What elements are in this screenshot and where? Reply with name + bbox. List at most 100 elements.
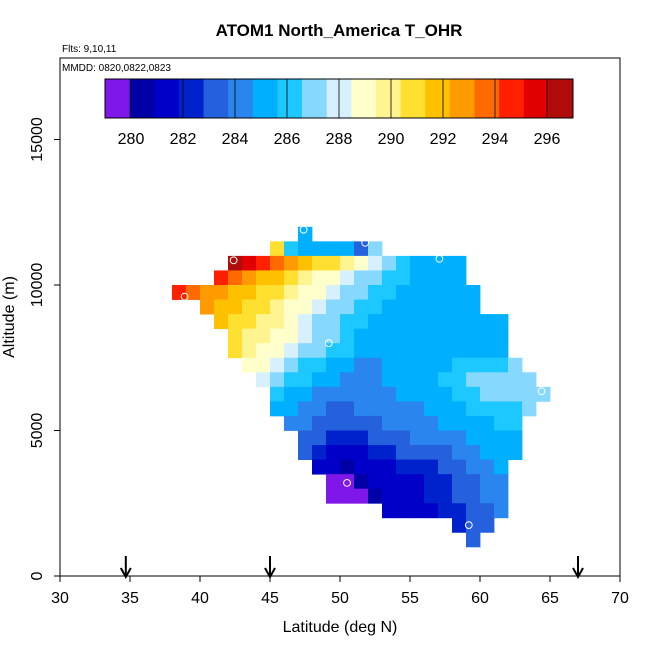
heatmap-cell [256, 255, 271, 271]
colorbar-segment [105, 79, 131, 118]
axes: 30 35 40 45 50 55 60 65 70 0 5000 10000 15000 [29, 117, 629, 607]
heatmap-cell [270, 241, 285, 257]
heatmap-cell [382, 299, 397, 315]
heatmap-cell [270, 401, 285, 417]
heatmap-cell [466, 357, 481, 373]
heatmap-cell [410, 459, 425, 475]
heatmap-cell [466, 474, 481, 490]
heatmap-cell [368, 314, 383, 330]
heatmap-cell [466, 445, 481, 460]
heatmap-cell [298, 415, 313, 431]
heatmap-cell [396, 314, 411, 330]
heatmap-cell [284, 401, 299, 417]
heatmap-cell [424, 386, 439, 402]
heatmap-cell [466, 299, 481, 315]
heatmap-cell [312, 430, 327, 446]
heatmap-cell [396, 270, 411, 286]
heatmap-cell [452, 517, 467, 533]
heatmap-cell [410, 445, 425, 460]
heatmap-cell [284, 241, 299, 257]
colorbar-segment [548, 79, 574, 118]
heatmap-cell [466, 430, 481, 446]
heatmap-cell [494, 474, 509, 490]
heatmap-cell [410, 299, 425, 315]
latitude-arrow-head [119, 567, 132, 580]
heatmap-cell [452, 270, 467, 286]
heatmap-cell [424, 459, 439, 475]
x-tick-label: 35 [121, 590, 139, 607]
heatmap-cell [452, 299, 467, 315]
heatmap-cell [326, 241, 341, 257]
heatmap-cell [396, 284, 411, 300]
heatmap-cell [424, 372, 439, 388]
heatmap-cell [452, 372, 467, 388]
heatmap-cell [340, 343, 355, 359]
heatmap-cell [228, 284, 243, 300]
heatmap-cell [270, 328, 285, 344]
heatmap-cell [298, 255, 313, 271]
heatmap-cell [340, 314, 355, 330]
heatmap-cell [452, 386, 467, 402]
heatmap-cell [312, 299, 327, 315]
latitude-arrow-head [572, 567, 584, 580]
heatmap-cell [354, 299, 369, 315]
sample-marker [361, 238, 370, 247]
sample-marker [180, 292, 189, 301]
heatmap-cell [242, 357, 257, 373]
heatmap-cell [256, 270, 271, 286]
heatmap-cell [396, 503, 411, 519]
heatmap-cell [298, 299, 313, 315]
heatmap-cell [340, 299, 355, 315]
heatmap-cell [354, 284, 369, 300]
heatmap-cell [256, 314, 271, 330]
heatmap-cell [480, 517, 495, 533]
heatmap-cell [284, 299, 299, 315]
heatmap-cell [214, 270, 229, 286]
heatmap-cell [494, 372, 509, 388]
heatmap-cell [466, 415, 481, 431]
y-tick-label: 15000 [29, 117, 46, 162]
heatmap-cell [438, 445, 453, 460]
y-tick-label: 0 [29, 571, 46, 580]
heatmap-cell [396, 386, 411, 402]
heatmap-cell [270, 343, 285, 359]
heatmap-cell [242, 314, 257, 330]
heatmap-cell [312, 445, 327, 460]
heatmap-cell [312, 328, 327, 344]
heatmap-cell [382, 401, 397, 417]
colorbar-segment [425, 79, 451, 118]
heatmap-cell [368, 474, 383, 490]
heatmap-cell [466, 386, 481, 402]
heatmap-cell [354, 488, 369, 504]
heatmap-cell [242, 328, 257, 344]
heatmap-cell [424, 430, 439, 446]
heatmap-cell [452, 430, 467, 446]
y-axis-label: Altitude (m) [1, 276, 18, 358]
heatmap-cell [410, 357, 425, 373]
heatmap-cell [396, 430, 411, 446]
heatmap-cell [466, 488, 481, 504]
heatmap-cell [326, 270, 341, 286]
heatmap-cell [326, 357, 341, 373]
colorbar-segment [302, 79, 328, 118]
heatmap-cell [410, 255, 425, 271]
heatmap-cell [214, 284, 229, 300]
heatmap-cell [368, 343, 383, 359]
heatmap-cell [270, 314, 285, 330]
heatmap-cell [312, 357, 327, 373]
heatmap-cell [438, 430, 453, 446]
heatmap-cell [368, 372, 383, 388]
heatmap-cell [438, 386, 453, 402]
heatmap-cell [382, 328, 397, 344]
heatmap-cell [480, 474, 495, 490]
heatmap-cell [382, 503, 397, 519]
heatmap-cell [340, 357, 355, 373]
heatmap-cell [396, 343, 411, 359]
heatmap-cell [438, 503, 453, 519]
y-tick-label: 10000 [29, 263, 46, 308]
heatmap-cell [410, 386, 425, 402]
colorbar-tick-label: 288 [326, 131, 353, 148]
heatmap-cell [452, 314, 467, 330]
heatmap-cell [522, 386, 537, 402]
heatmap-cell [298, 314, 313, 330]
